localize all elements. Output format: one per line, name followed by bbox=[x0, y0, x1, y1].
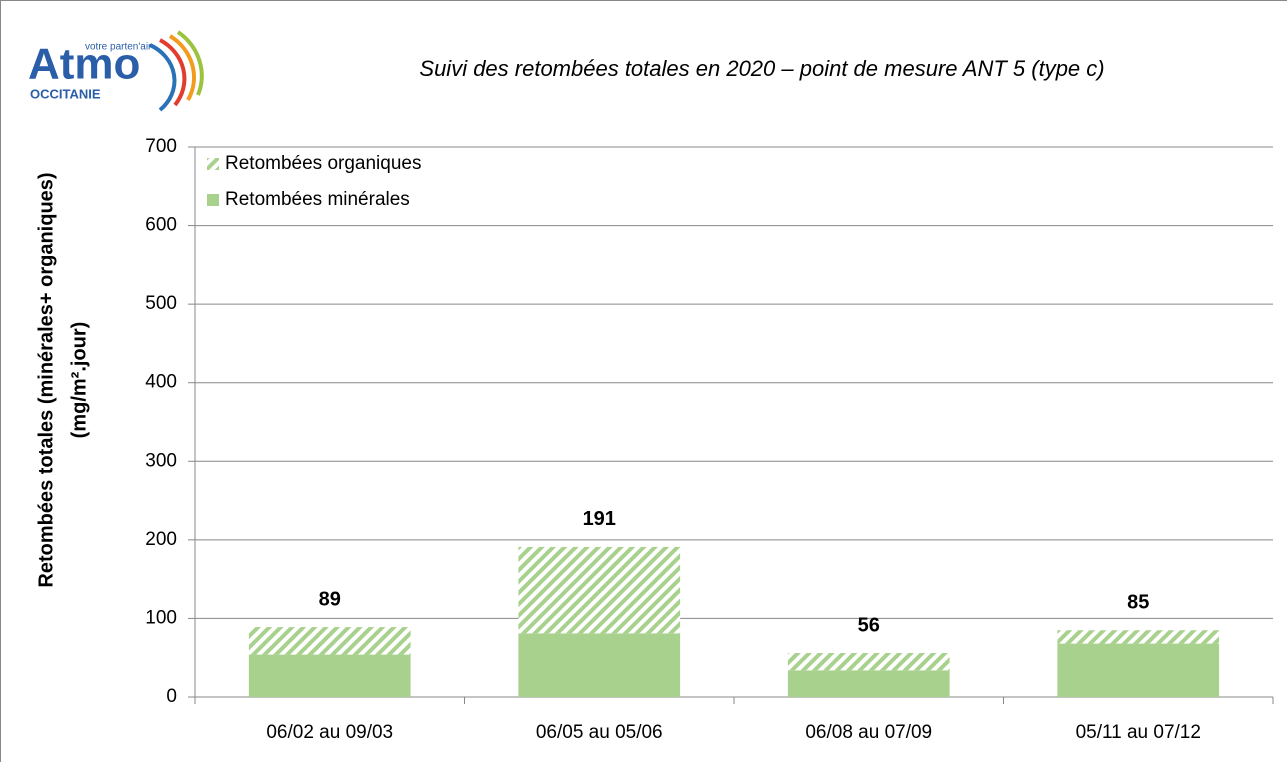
y-tick-label: 200 bbox=[145, 529, 177, 550]
x-tick-label: 06/08 au 07/09 bbox=[805, 722, 932, 743]
y-tick-label: 700 bbox=[145, 136, 177, 157]
bar-segment bbox=[518, 633, 681, 697]
x-tick-label: 05/11 au 07/12 bbox=[1076, 722, 1201, 743]
total-label: 85 bbox=[1127, 591, 1149, 613]
bar-segment bbox=[248, 654, 411, 697]
logo-tagline: votre parten'air bbox=[85, 42, 152, 53]
logo-name: Atmo bbox=[28, 40, 140, 89]
y-tick-label: 400 bbox=[145, 372, 177, 393]
bar-segment bbox=[1057, 630, 1220, 644]
y-tick-label: 600 bbox=[145, 215, 177, 236]
bar-segment bbox=[787, 653, 950, 671]
x-tick-label: 06/05 au 05/06 bbox=[536, 722, 663, 743]
x-tick-label: 06/02 au 09/03 bbox=[266, 722, 393, 743]
bar-segment bbox=[248, 627, 411, 655]
logo-region: OCCITANIE bbox=[30, 86, 101, 101]
bar-segment bbox=[518, 546, 681, 634]
total-label: 89 bbox=[319, 588, 341, 610]
y-axis-label: (mg/m².jour) bbox=[68, 322, 90, 439]
total-label: 191 bbox=[583, 508, 616, 530]
y-tick-label: 0 bbox=[166, 686, 177, 707]
y-tick-label: 100 bbox=[145, 607, 177, 628]
legend-swatch bbox=[207, 194, 219, 206]
chart-title: Suivi des retombées totales en 2020 – po… bbox=[419, 56, 1104, 81]
bar-segment bbox=[1057, 643, 1220, 697]
bar-segment bbox=[787, 670, 950, 697]
legend-label: Retombées organiques bbox=[225, 153, 421, 174]
total-label: 56 bbox=[858, 614, 880, 636]
legend-swatch bbox=[207, 158, 219, 170]
logo: Atmo votre parten'air OCCITANIE bbox=[28, 30, 204, 112]
y-tick-label: 300 bbox=[145, 450, 177, 471]
legend-label: Retombées minérales bbox=[225, 189, 410, 210]
y-axis-label: Retombées totales (minérales+ organiques… bbox=[35, 172, 57, 587]
y-tick-label: 500 bbox=[145, 293, 177, 314]
